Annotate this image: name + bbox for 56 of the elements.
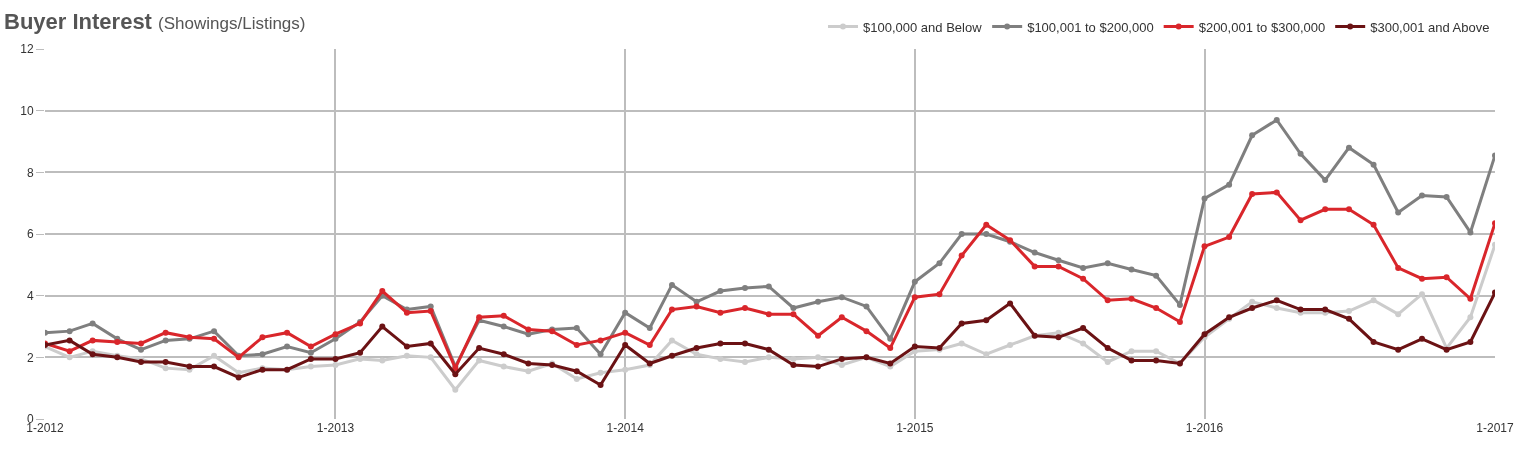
x-tick-label: 1-2015 — [896, 421, 934, 435]
point — [815, 354, 822, 361]
point — [1249, 298, 1256, 305]
point — [1418, 291, 1425, 298]
point — [1370, 297, 1377, 304]
y-tick-label: 10 — [20, 103, 34, 118]
point — [1080, 340, 1087, 347]
point — [668, 337, 675, 344]
point — [1273, 305, 1280, 311]
point — [307, 363, 314, 370]
y-tick-label: 12 — [20, 42, 34, 57]
chart-title: Buyer Interest — [4, 9, 153, 34]
point — [790, 355, 797, 362]
x-tick-label: 1-2014 — [606, 421, 645, 435]
point — [958, 340, 965, 347]
point — [717, 355, 724, 362]
point — [332, 362, 339, 369]
x-tick-label: 1-2016 — [1185, 421, 1224, 435]
point — [452, 386, 459, 393]
point — [403, 352, 410, 359]
legend-label: $300,001 and Above — [1370, 19, 1490, 35]
point — [476, 357, 483, 364]
point — [742, 358, 748, 365]
point — [379, 357, 386, 364]
legend-label: $100,000 and Below — [863, 19, 983, 35]
x-tick-label: 1-2013 — [316, 421, 355, 435]
chart-subtitle: (Showings/Listings) — [158, 14, 306, 33]
point — [1128, 348, 1135, 355]
y-tick-label: 2 — [26, 350, 34, 365]
y-tick-label: 8 — [26, 165, 34, 180]
point — [597, 369, 604, 376]
point — [1104, 358, 1111, 365]
legend-label: $100,001 to $200,000 — [1027, 19, 1154, 35]
y-tick-label: 4 — [26, 288, 34, 303]
point — [622, 366, 629, 373]
point — [162, 365, 169, 372]
point — [1467, 314, 1474, 321]
point — [1395, 311, 1402, 318]
point — [765, 354, 772, 361]
legend-label: $200,001 to $300,000 — [1198, 19, 1326, 35]
point — [573, 375, 580, 382]
point — [211, 352, 218, 359]
point — [525, 368, 532, 375]
point — [66, 354, 73, 361]
point — [911, 348, 918, 355]
point — [357, 355, 364, 362]
point — [1007, 342, 1014, 348]
point — [1153, 348, 1160, 355]
point — [983, 351, 990, 358]
y-tick-label: 6 — [26, 227, 34, 242]
point — [500, 363, 507, 370]
point — [1345, 308, 1352, 315]
point — [838, 362, 845, 369]
x-tick-label: 1-2017 — [1476, 421, 1514, 435]
point — [693, 351, 700, 358]
point — [427, 354, 434, 361]
